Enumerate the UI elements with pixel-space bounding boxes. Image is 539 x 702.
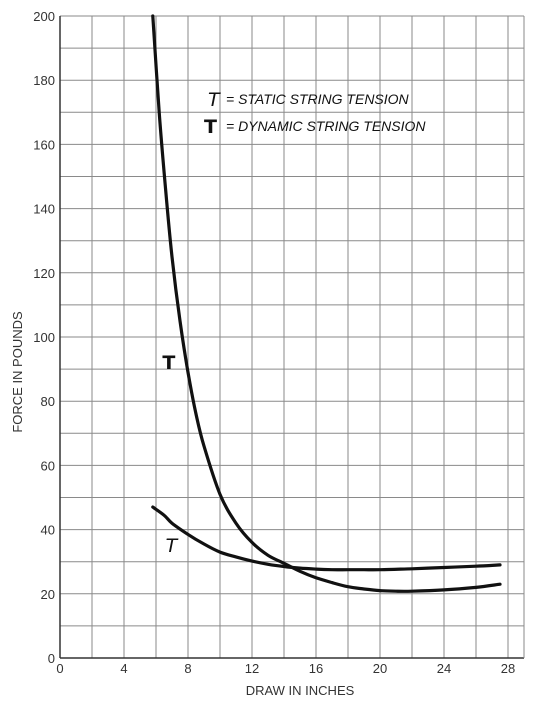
- y-tick-label: 120: [33, 266, 55, 281]
- axes: [59, 16, 525, 659]
- legend-symbol-static: T: [208, 89, 221, 111]
- x-tick-label: 0: [56, 661, 63, 676]
- x-axis-label: DRAW IN INCHES: [246, 683, 355, 698]
- y-tick-label: 140: [33, 202, 55, 217]
- y-tick-label: 180: [33, 73, 55, 88]
- legend-label-static: = STATIC STRING TENSION: [226, 91, 410, 107]
- x-tick-label: 20: [373, 661, 387, 676]
- y-tick-labels: 0 20 40 60 80 100 120 140 160 180 200: [33, 9, 55, 666]
- x-tick-label: 4: [120, 661, 127, 676]
- x-tick-label: 16: [309, 661, 323, 676]
- series-line-dynamic-tension: [151, 14, 502, 593]
- series-lines: [151, 14, 502, 593]
- y-tick-label: 100: [33, 330, 55, 345]
- legend-label-dynamic: = DYNAMIC STRING TENSION: [226, 118, 426, 134]
- x-tick-label: 12: [245, 661, 259, 676]
- curve-label-static: T: [166, 535, 179, 557]
- y-tick-label: 20: [41, 587, 55, 602]
- series-line-static-tension: [151, 505, 502, 572]
- y-tick-label: 160: [33, 137, 55, 152]
- x-tick-labels: 0 4 8 12 16 20 24 28: [56, 661, 515, 676]
- grid-lines: [60, 15, 524, 658]
- y-tick-label: 0: [48, 651, 55, 666]
- curve-labels: TT: [162, 352, 178, 557]
- legend-symbol-dynamic: T: [204, 116, 217, 138]
- legend: T = STATIC STRING TENSION T = DYNAMIC ST…: [204, 89, 426, 138]
- curve-label-dynamic: T: [162, 352, 175, 374]
- x-tick-label: 24: [437, 661, 451, 676]
- y-tick-label: 40: [41, 523, 55, 538]
- y-axis-label: FORCE IN POUNDS: [10, 311, 25, 433]
- y-tick-label: 200: [33, 9, 55, 24]
- y-tick-label: 60: [41, 458, 55, 473]
- x-tick-label: 8: [184, 661, 191, 676]
- x-tick-label: 28: [501, 661, 515, 676]
- y-tick-label: 80: [41, 394, 55, 409]
